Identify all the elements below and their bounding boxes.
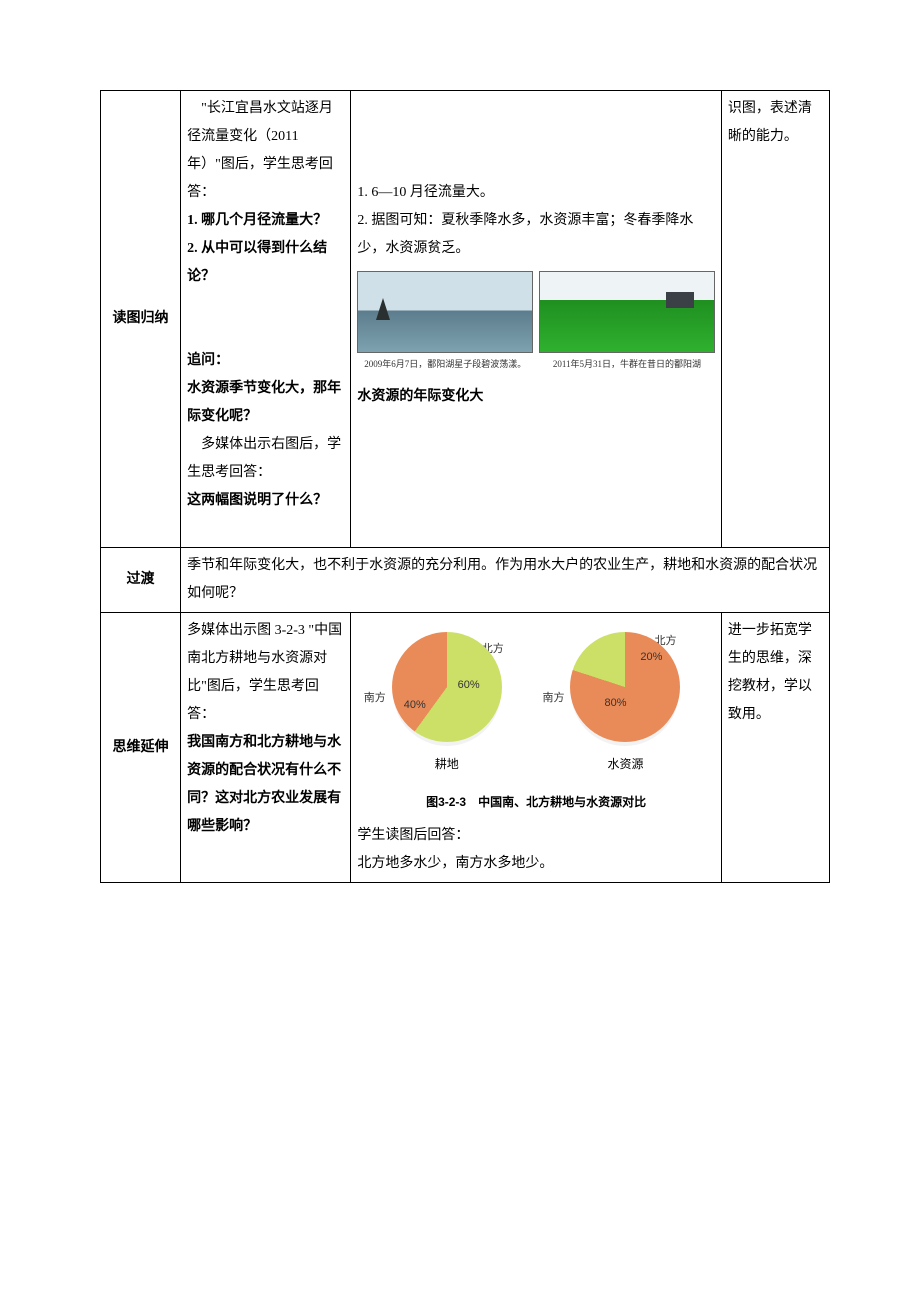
- row1-student: 1. 6—10 月径流量大。 2. 据图可知：夏秋季降水多，水资源丰富；冬春季降…: [351, 91, 722, 548]
- row3-student: 北方 南方 60% 40% 耕地 北方 南方 20% 80% 水资源: [351, 613, 722, 883]
- pie-charts: 北方 南方 60% 40% 耕地 北方 南方 20% 80% 水资源: [357, 617, 715, 780]
- row1-right: 识图，表述清晰的能力。: [721, 91, 829, 548]
- pie-water: 20% 80%: [570, 632, 680, 742]
- row-extend: 思维延伸 多媒体出示图 3-2-3 "中国南北方耕地与水资源对比"图后，学生思考…: [101, 613, 830, 883]
- answer-intro: 学生读图后回答：: [357, 822, 715, 850]
- building-icon: [666, 292, 694, 308]
- row3-teacher: 多媒体出示图 3-2-3 "中国南北方耕地与水资源对比"图后，学生思考回答： 我…: [181, 613, 351, 883]
- photo-captions: 2009年6月7日，鄱阳湖星子段碧波荡漾。 2011年5月31日，牛群在昔日的鄱…: [357, 355, 715, 373]
- row-transition: 过渡 季节和年际变化大，也不利于水资源的充分利用。作为用水大户的农业生产，耕地和…: [101, 548, 830, 613]
- row3-left: 思维延伸: [113, 740, 169, 755]
- row1-left: 读图归纳: [113, 311, 169, 326]
- photo-grass: [539, 271, 715, 353]
- photo-row: [357, 271, 715, 353]
- row2-body: 季节和年际变化大，也不利于水资源的充分利用。作为用水大户的农业生产，耕地和水资源…: [181, 548, 830, 613]
- pagoda-icon: [376, 298, 390, 320]
- pie-land: 60% 40%: [392, 632, 502, 742]
- row3-right: 进一步拓宽学生的思维，深挖教材，学以致用。: [721, 613, 829, 883]
- row1-conclusion: 水资源的年际变化大: [357, 383, 715, 411]
- pie-land-block: 北方 南方 60% 40% 耕地: [392, 632, 502, 776]
- row-read-summarize: 读图归纳 "长江宜昌水文站逐月径流量变化（2011年）"图后，学生思考回答： 1…: [101, 91, 830, 548]
- fig-title: 图3-2-3 中国南、北方耕地与水资源对比: [357, 790, 715, 814]
- row1-teacher: "长江宜昌水文站逐月径流量变化（2011年）"图后，学生思考回答： 1. 哪几个…: [181, 91, 351, 548]
- row2-left: 过渡: [127, 572, 155, 587]
- pie-water-block: 北方 南方 20% 80% 水资源: [570, 632, 680, 776]
- photo-lake: [357, 271, 533, 353]
- lesson-table: 读图归纳 "长江宜昌水文站逐月径流量变化（2011年）"图后，学生思考回答： 1…: [100, 90, 830, 883]
- answer: 北方地多水少，南方水多地少。: [357, 850, 715, 878]
